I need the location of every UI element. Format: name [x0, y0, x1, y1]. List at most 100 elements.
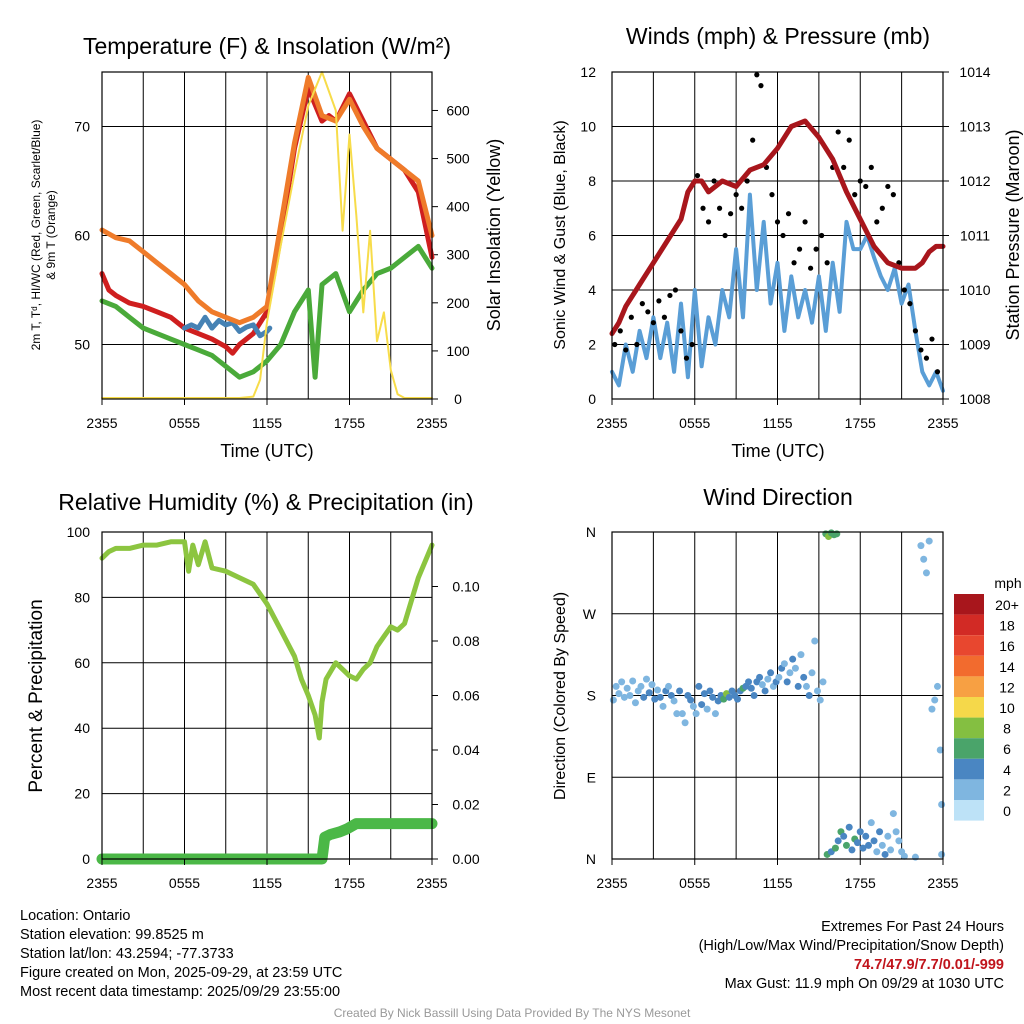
direction-point [928, 705, 936, 713]
humidity-ytick-label: 60 [74, 655, 90, 671]
direction-point [642, 675, 650, 683]
station-info: Location: Ontario Station elevation: 99.… [20, 907, 342, 1002]
wind-gust-point [645, 309, 651, 315]
wind-gust-point [617, 328, 623, 334]
direction-point [703, 705, 711, 713]
direction-point [870, 837, 878, 845]
legend-label: 2 [1003, 782, 1011, 798]
direction-ytick-label: W [583, 606, 597, 622]
direction-point [609, 696, 617, 704]
temperature-series-orange [99, 74, 435, 326]
direction-point [808, 669, 816, 677]
credit-line: Created By Nick Bassill Using Data Provi… [333, 1006, 691, 1020]
wind-ytick-label: 6 [588, 228, 596, 244]
direction-point [873, 848, 881, 856]
humidity-ylabel-left: Percent & Precipitation [26, 599, 47, 792]
wind-gust-point [656, 298, 662, 304]
direction-point [865, 841, 873, 849]
legend-label: 16 [999, 638, 1015, 654]
wind-gust-point [733, 192, 739, 198]
wind-ytick-label: 0 [588, 391, 596, 407]
wind-gust-point [739, 205, 745, 211]
wind-gust-point [879, 205, 885, 211]
wind-gust-point [661, 314, 668, 320]
direction-title: Wind Direction [703, 484, 853, 510]
wind-gust-point [612, 341, 618, 348]
direction-ytick-label: S [587, 688, 596, 704]
direction-point [816, 696, 824, 704]
direction-xtick-label: 2355 [927, 875, 958, 891]
humidity-ytick-right-label: 0.02 [452, 797, 479, 813]
wind-xtick-label: 1155 [762, 415, 792, 431]
direction-point [920, 555, 928, 563]
station-location: Location: Ontario [20, 908, 131, 924]
direction-point [900, 852, 908, 860]
wind-gust-point [672, 287, 679, 293]
wind-gust-point [824, 260, 830, 266]
direction-point [811, 637, 819, 645]
wind-gust-point [846, 137, 852, 143]
direction-point [842, 841, 850, 849]
direction-point [637, 682, 645, 690]
direction-point [797, 651, 805, 659]
recent-timestamp: Most recent data timestamp: 2025/09/29 2… [20, 984, 341, 1000]
wind-gust-point [874, 219, 880, 225]
direction-point [654, 686, 662, 694]
humidity-series-rh [99, 539, 435, 741]
wind-gust-point [835, 129, 841, 135]
temperature-title: Temperature (F) & Insolation (W/m²) [83, 33, 451, 59]
direction-point [670, 697, 678, 705]
direction-ylabel-left: Direction (Colored By Speed) [552, 592, 569, 800]
direction-point [936, 746, 944, 754]
wind-ytick-label: 2 [588, 337, 596, 353]
legend-label: 4 [1003, 762, 1011, 778]
direction-point [859, 844, 867, 852]
wind-xtick-label: 2355 [927, 415, 958, 431]
direction-point [687, 696, 695, 704]
direction-point [689, 702, 697, 710]
legend-swatch [954, 697, 984, 718]
direction-point [745, 678, 753, 686]
direction-point [853, 839, 861, 847]
wind-gust-point [716, 205, 723, 211]
direction-point [933, 682, 941, 690]
legend-swatch [954, 655, 984, 677]
direction-point [780, 660, 788, 668]
wind-series-pressure [609, 118, 946, 337]
temperature-ytick-right-label: 200 [446, 295, 470, 311]
wind-gust-point [907, 301, 913, 307]
direction-point [758, 681, 766, 689]
wind-ytick-right-label: 1010 [959, 282, 990, 298]
wind-ytick-label: 12 [580, 64, 596, 80]
direction-point [938, 850, 946, 858]
wind-ytick-right-label: 1013 [959, 119, 990, 135]
direction-point [700, 690, 708, 698]
wind-ylabel-left: Sonic Wind & Gust (Blue, Black) [552, 120, 569, 349]
wind-gust-point [689, 341, 695, 348]
legend-label: 18 [999, 618, 1015, 634]
legend-swatch [954, 779, 984, 800]
wind-gust-point [813, 246, 819, 252]
direction-point [692, 710, 700, 718]
legend-swatch [954, 676, 984, 697]
direction-point [856, 828, 864, 836]
humidity-xtick-label: 1755 [334, 875, 365, 891]
wind-ytick-label: 8 [588, 173, 596, 189]
direction-ytick-label: N [586, 851, 596, 867]
max-gust: Max Gust: 11.9 mph On 09/29 at 1030 UTC [724, 976, 1004, 992]
direction-point [709, 693, 717, 701]
wind-gust-point [722, 232, 728, 239]
wind-gust-point [819, 232, 825, 239]
direction-point [714, 697, 722, 705]
direction-point [756, 673, 764, 681]
direction-point [651, 695, 659, 703]
temperature-xtick-label: 2355 [86, 415, 117, 431]
wind-gust-point [650, 320, 656, 326]
wind-ytick-right-label: 1012 [959, 173, 990, 189]
direction-point [656, 693, 664, 701]
direction-point [631, 699, 639, 707]
wind-title: Winds (mph) & Pressure (mb) [626, 23, 930, 49]
direction-point [867, 819, 875, 827]
direction-point [640, 693, 648, 701]
